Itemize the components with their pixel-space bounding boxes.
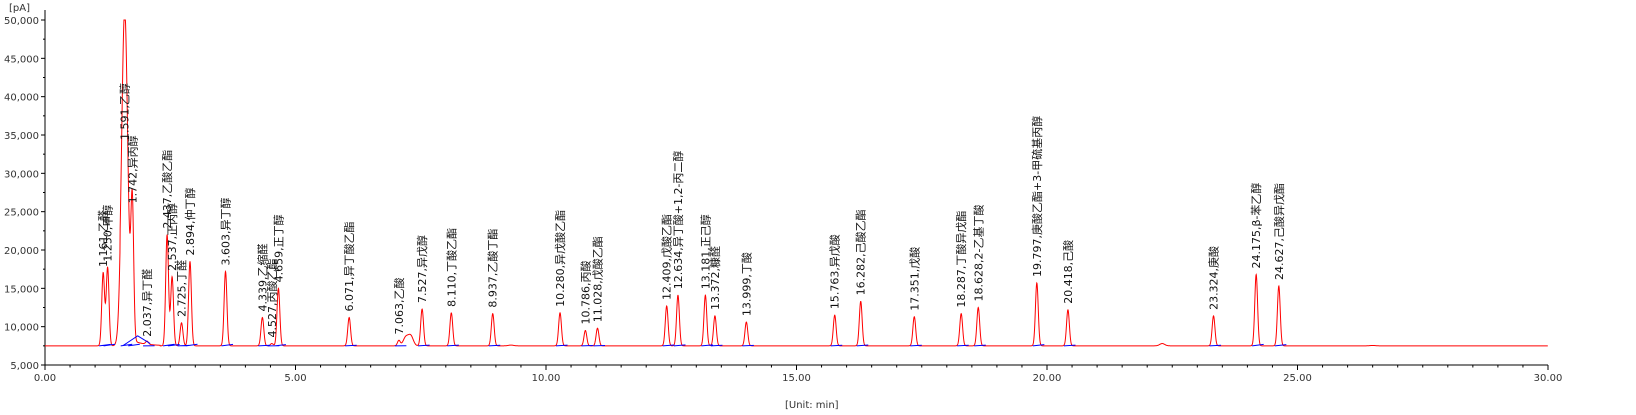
- peak-label: 13.999,丁酸: [739, 252, 753, 316]
- peak-label: 18.628,2-乙基丁酸: [971, 205, 985, 302]
- peak-label: 2.537,正丙醇: [165, 203, 179, 271]
- peak-label: 2.725,丁醛: [175, 260, 189, 317]
- peak-label: 8.110,丁酸乙酯: [444, 228, 458, 307]
- peak-label: 3.603,异丁醇: [219, 197, 233, 265]
- y-tick-label: 30,000: [4, 169, 39, 180]
- y-tick-label: 35,000: [4, 131, 39, 142]
- y-tick-label: 15,000: [4, 284, 39, 295]
- peak-label: 4.339,乙缩醛: [255, 243, 269, 311]
- peak-label: 11.028,戊酸乙酯: [591, 236, 605, 322]
- y-tick-label: 45,000: [4, 54, 39, 65]
- x-tick-label: 20.00: [1033, 373, 1062, 384]
- peak-label: 1.250,甲醇: [101, 205, 115, 262]
- peak-label: 4.527,丙酸乙酯: [265, 259, 279, 338]
- peak-label: 7.527,异戊醇: [415, 235, 429, 303]
- y-tick-label: 10,000: [4, 323, 39, 334]
- x-tick-label: 25.00: [1283, 373, 1312, 384]
- peak-label: 1.161,乙醛: [96, 210, 110, 267]
- x-tick-label: 30.00: [1534, 373, 1563, 384]
- y-axis-ticks: 5,000 10,000 15,000 20,000 25,000 30,000 35,00…: [4, 10, 46, 372]
- peak-label: 15.763,异戊酸: [828, 234, 842, 309]
- y-tick-label: 20,000: [4, 246, 39, 257]
- x-axis-ticks: 0.00 5.00 10.00 15.00 20.00 25.00 30.00: [34, 364, 1563, 384]
- peak-label: 10.280,异戊酸乙酯: [553, 210, 567, 307]
- peak-label: 18.287,丁酸异戊酯: [954, 211, 968, 308]
- peak-label: 2.437,乙酸乙酯: [160, 150, 174, 229]
- peak-label: 24.175,β-苯乙醇: [1249, 183, 1263, 269]
- peak-label: 2.037,异丁醛: [140, 269, 154, 337]
- peak-label: 8.937,乙酸丁酯: [486, 229, 500, 308]
- x-tick-label: 15.00: [782, 373, 811, 384]
- x-tick-label: 5.00: [284, 373, 306, 384]
- y-tick-label: 50,000: [4, 16, 39, 27]
- peak-label: 17.351,戊酸: [907, 247, 921, 311]
- peak-label: 12.409,戊酸乙酯: [660, 214, 674, 300]
- peak-label: 1.591,乙醇: [118, 83, 132, 140]
- peak-label: 7.063,乙酸: [392, 277, 406, 334]
- peak-label: 16.282,己酸乙酯: [854, 209, 868, 295]
- peak-label: 6.071,异丁酸乙酯: [342, 221, 356, 311]
- peak-labels: 1.161,乙醛1.250,甲醇 1.591,乙醇1.742,异丙醇 2.037,异…: [96, 83, 1286, 338]
- plot-area: [45, 19, 1548, 347]
- peak-label: 10.786,丙酸: [578, 261, 592, 325]
- y-tick-label: 25,000: [4, 208, 39, 219]
- peak-label: 1.742,异丙醇: [125, 135, 139, 203]
- peak-label: 13.181,正己醇: [698, 214, 712, 289]
- baseline-trace: [99, 335, 1287, 347]
- peak-label: 12.634,异丁酸+1,2-丙二醇: [671, 151, 685, 290]
- peak-label: 2.894,仲丁醇: [183, 188, 197, 256]
- signal-trace: [45, 19, 1548, 347]
- y-tick-label: 40,000: [4, 93, 39, 104]
- peak-label: 4.659,正丁醇: [271, 214, 285, 282]
- x-tick-label: 10.00: [532, 373, 561, 384]
- x-tick-label: 0.00: [34, 373, 56, 384]
- peak-label: 23.324,庚酸: [1207, 246, 1221, 310]
- x-axis-unit: [Unit: min]: [785, 400, 839, 411]
- peak-label: 24.627,己酸异戊酯: [1272, 183, 1286, 280]
- y-axis-unit: [pA]: [9, 3, 30, 14]
- y-tick-label: 5,000: [10, 361, 39, 372]
- peak-label: 20.418,己酸: [1061, 240, 1075, 304]
- peak-label: 19.797,庚酸乙酯+3-甲硫基丙醇: [1030, 116, 1044, 277]
- peak-label: 13.372,糠醛: [708, 246, 722, 310]
